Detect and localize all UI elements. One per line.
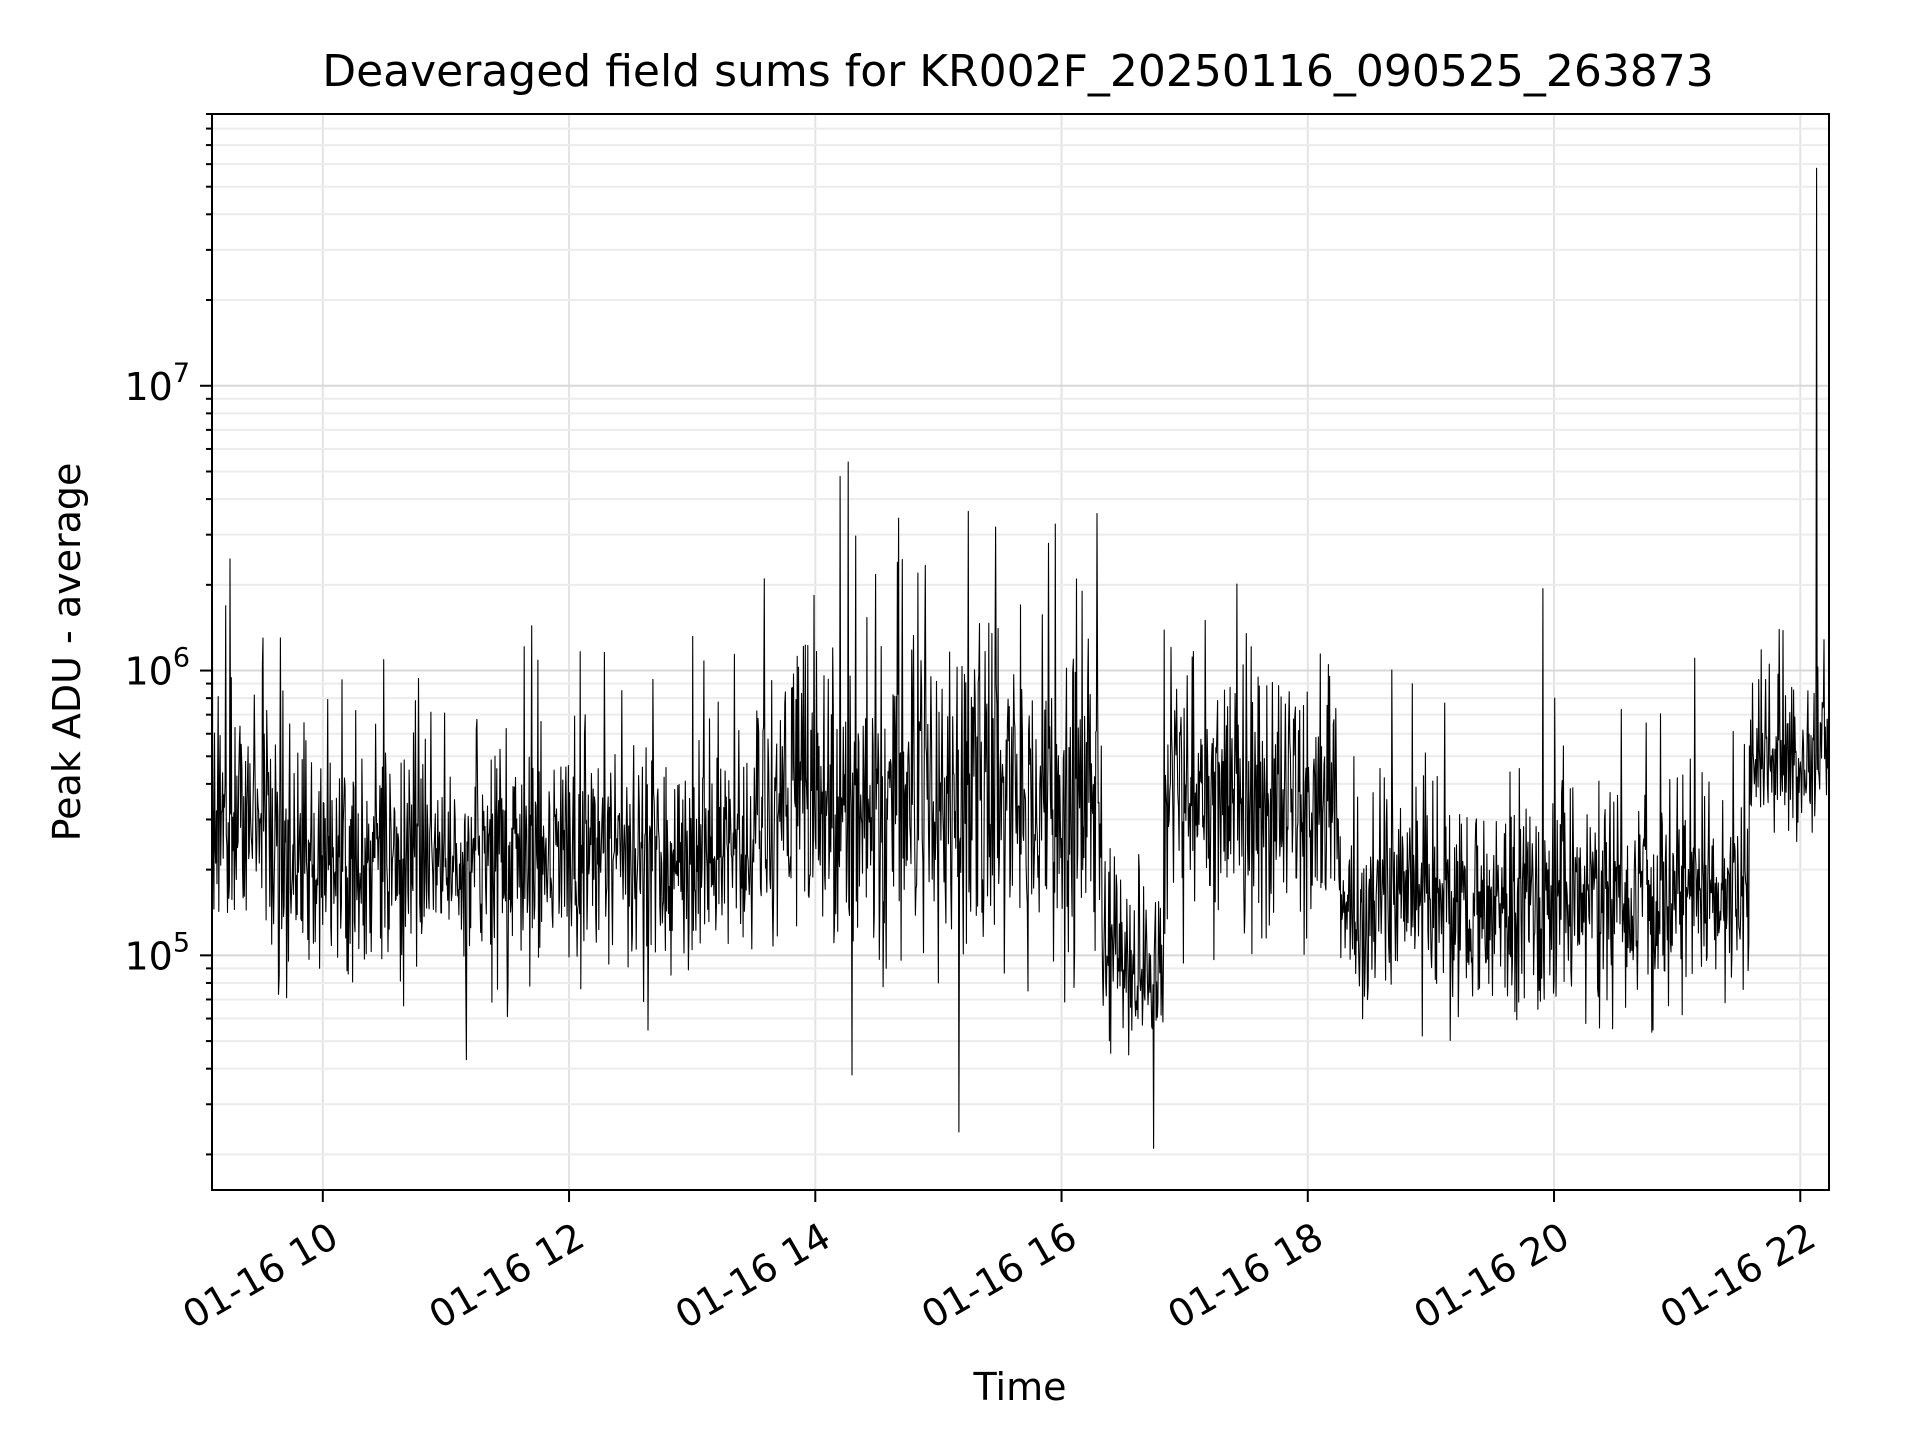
y-axis-label: Peak ADU - average <box>45 463 89 842</box>
y-tick-label: 107 <box>124 358 190 409</box>
series-line <box>211 167 1830 1149</box>
x-tick-label: 01-16 12 <box>422 1214 592 1338</box>
x-axis-label: Time <box>973 1365 1067 1409</box>
x-tick-label: 01-16 22 <box>1653 1214 1823 1338</box>
x-axis-ticks: 01-16 10 01-16 12 01-16 14 01-16 16 01-16 18… <box>175 1190 1823 1338</box>
y-tick-label: 106 <box>124 643 190 694</box>
y-tick-label: 105 <box>124 927 190 978</box>
plot-frame <box>211 113 1830 1191</box>
x-tick-label: 01-16 16 <box>914 1214 1084 1338</box>
series-path <box>211 167 1830 1149</box>
x-tick-label: 01-16 20 <box>1407 1214 1577 1338</box>
y-axis-ticks: 105 106 107 <box>124 113 212 1156</box>
x-tick-label: 01-16 14 <box>668 1214 838 1338</box>
x-tick-label: 01-16 10 <box>175 1214 345 1338</box>
chart-title: Deaveraged field sums for KR002F_2025011… <box>322 46 1714 97</box>
x-tick-label: 01-16 18 <box>1160 1214 1330 1338</box>
